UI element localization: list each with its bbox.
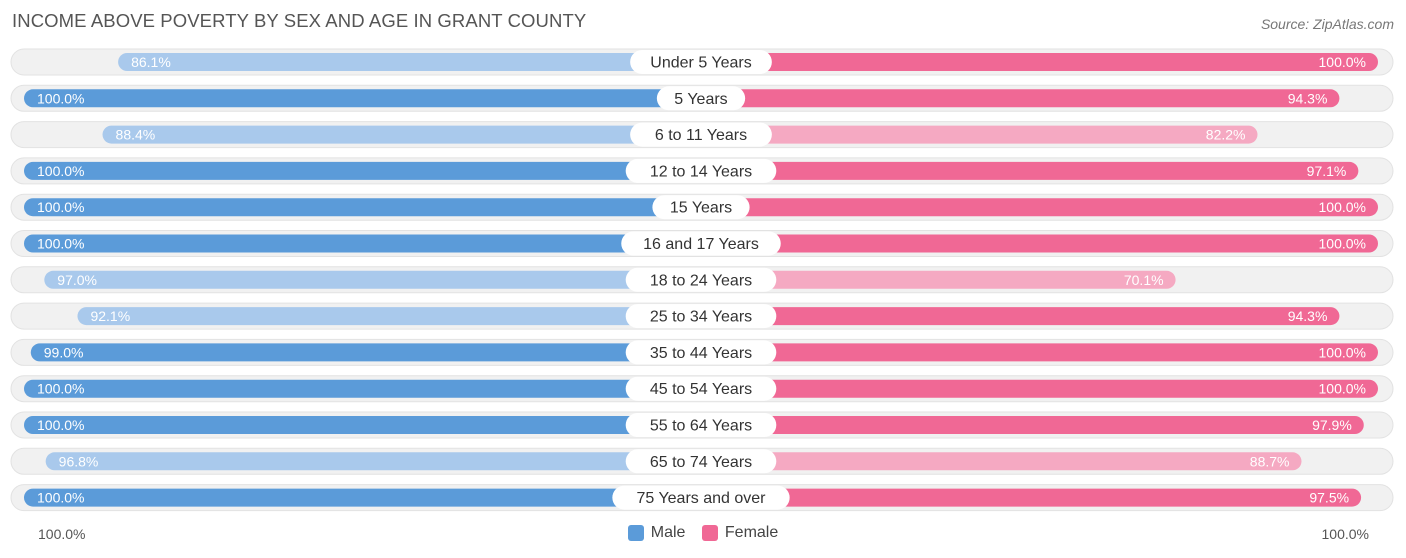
label-male-25-to-34-years: 92.1% <box>90 308 130 324</box>
category-label-15-years: 15 Years <box>670 200 732 217</box>
category-pill-15-years <box>652 195 750 220</box>
legend-label-female: Female <box>724 524 779 541</box>
bar-male-18-to-24-years <box>44 270 702 289</box>
label-female-12-to-14-years: 97.1% <box>1307 163 1347 179</box>
label-female-55-to-64-years: 97.9% <box>1312 417 1352 433</box>
category-label-55-to-64-years: 55 to 64 Years <box>650 418 752 435</box>
legend-item-male: Male <box>627 524 686 542</box>
label-male-5-years: 100.0% <box>37 90 84 106</box>
category-pill-under-5-years <box>630 50 772 74</box>
label-male-15-years: 100.0% <box>37 199 84 215</box>
label-male-55-to-64-years: 100.0% <box>37 417 84 433</box>
bar-female-35-to-44-years <box>701 343 1378 362</box>
label-male-65-to-74-years: 96.8% <box>59 453 99 469</box>
chart-source: Source: ZipAtlas.com <box>1260 16 1394 32</box>
category-pill-6-to-11-years <box>630 122 772 147</box>
bar-male-65-to-74-years <box>45 452 701 471</box>
bar-male-25-to-34-years <box>77 307 701 326</box>
category-label-under-5-years: Under 5 Years <box>650 55 751 72</box>
category-label-75-years-and-over: 75 Years and over <box>637 490 767 507</box>
bar-male-35-to-44-years <box>30 343 701 362</box>
bar-female-6-to-11-years <box>701 125 1258 144</box>
bar-female-25-to-34-years <box>701 307 1340 326</box>
label-female-18-to-24-years: 70.1% <box>1124 272 1164 288</box>
category-pill-35-to-44-years <box>625 340 777 365</box>
bar-female-18-to-24-years <box>701 270 1176 289</box>
label-female-45-to-54-years: 100.0% <box>1319 381 1366 397</box>
label-male-45-to-54-years: 100.0% <box>37 381 84 397</box>
bar-female-65-to-74-years <box>701 452 1302 471</box>
category-pill-55-to-64-years <box>625 413 777 437</box>
category-label-18-to-24-years: 18 to 24 Years <box>650 272 752 289</box>
category-label-5-years: 5 Years <box>674 91 727 108</box>
category-pill-25-to-34-years <box>625 304 777 329</box>
bar-male-15-years <box>24 198 701 217</box>
bar-male-5-years <box>24 89 701 108</box>
label-female-25-to-34-years: 94.3% <box>1288 308 1328 324</box>
category-pill-12-to-14-years <box>625 158 777 183</box>
bar-male-6-to-11-years <box>102 125 702 144</box>
label-male-35-to-44-years: 99.0% <box>44 344 84 360</box>
category-label-45-to-54-years: 45 to 54 Years <box>650 381 752 398</box>
bar-male-55-to-64-years <box>24 416 701 434</box>
label-female-under-5-years: 100.0% <box>1319 54 1366 70</box>
bar-female-45-to-54-years <box>701 379 1378 398</box>
category-label-16-and-17-years: 16 and 17 Years <box>643 236 759 253</box>
label-male-18-to-24-years: 97.0% <box>57 272 97 288</box>
label-female-15-years: 100.0% <box>1319 199 1366 215</box>
label-female-35-to-44-years: 100.0% <box>1319 344 1366 360</box>
bar-male-under-5-years <box>118 53 701 71</box>
category-label-35-to-44-years: 35 to 44 Years <box>650 345 752 362</box>
label-female-5-years: 94.3% <box>1288 90 1328 106</box>
legend-label-male: Male <box>650 524 686 541</box>
label-male-12-to-14-years: 100.0% <box>37 163 84 179</box>
label-female-6-to-11-years: 82.2% <box>1206 127 1246 143</box>
legend-swatch-male <box>627 525 644 541</box>
bar-female-12-to-14-years <box>701 161 1359 180</box>
label-male-75-years-and-over: 100.0% <box>37 490 84 506</box>
axis-left-label: 100.0% <box>38 526 86 542</box>
label-female-75-years-and-over: 97.5% <box>1309 490 1349 506</box>
label-male-16-and-17-years: 100.0% <box>37 236 84 252</box>
category-pill-5-years <box>656 86 746 111</box>
chart-plot: 86.1% 100.0% Under 5 Years 100.0% 94.3% 5 Yea… <box>10 48 1394 512</box>
label-male-6-to-11-years: 88.4% <box>116 127 156 143</box>
category-label-25-to-34-years: 25 to 34 Years <box>650 309 752 326</box>
bar-female-55-to-64-years <box>701 416 1364 434</box>
category-label-65-to-74-years: 65 to 74 Years <box>650 454 752 471</box>
bar-female-5-years <box>701 89 1340 108</box>
label-female-65-to-74-years: 88.7% <box>1250 453 1290 469</box>
category-pill-16-and-17-years <box>621 231 781 256</box>
category-label-12-to-14-years: 12 to 14 Years <box>650 163 752 180</box>
category-pill-75-years-and-over <box>612 485 790 510</box>
bar-female-75-years-and-over <box>701 488 1362 507</box>
category-pill-18-to-24-years <box>625 267 777 292</box>
category-pill-45-to-54-years <box>625 376 777 401</box>
label-female-16-and-17-years: 100.0% <box>1319 236 1366 252</box>
axis-right-label: 100.0% <box>1321 526 1369 542</box>
label-male-under-5-years: 86.1% <box>131 54 171 70</box>
bar-female-15-years <box>701 198 1378 217</box>
bar-female-under-5-years <box>701 53 1378 71</box>
legend-swatch-female <box>701 525 718 541</box>
bar-male-75-years-and-over <box>24 488 701 507</box>
category-label-6-to-11-years: 6 to 11 Years <box>655 127 747 144</box>
category-pill-65-to-74-years <box>625 449 777 474</box>
bar-female-16-and-17-years <box>701 234 1378 253</box>
legend: Male Female <box>0 524 1406 546</box>
bar-male-16-and-17-years <box>24 234 701 253</box>
chart-title: INCOME ABOVE POVERTY BY SEX AND AGE IN G… <box>12 10 587 31</box>
legend-item-female: Female <box>701 524 779 542</box>
bar-male-45-to-54-years <box>24 379 701 398</box>
bar-male-12-to-14-years <box>24 161 701 180</box>
